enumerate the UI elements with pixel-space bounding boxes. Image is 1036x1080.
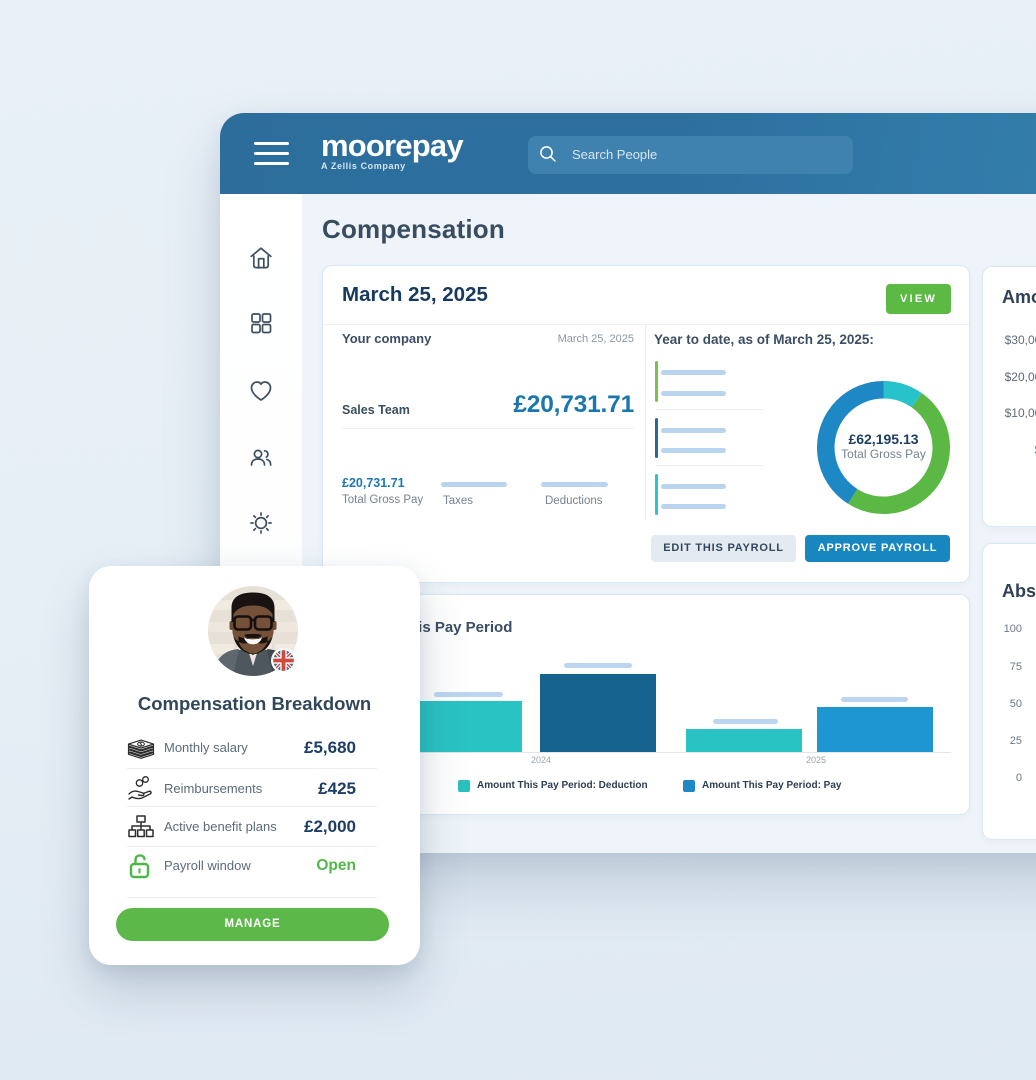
svg-text:$: $: [140, 742, 143, 748]
